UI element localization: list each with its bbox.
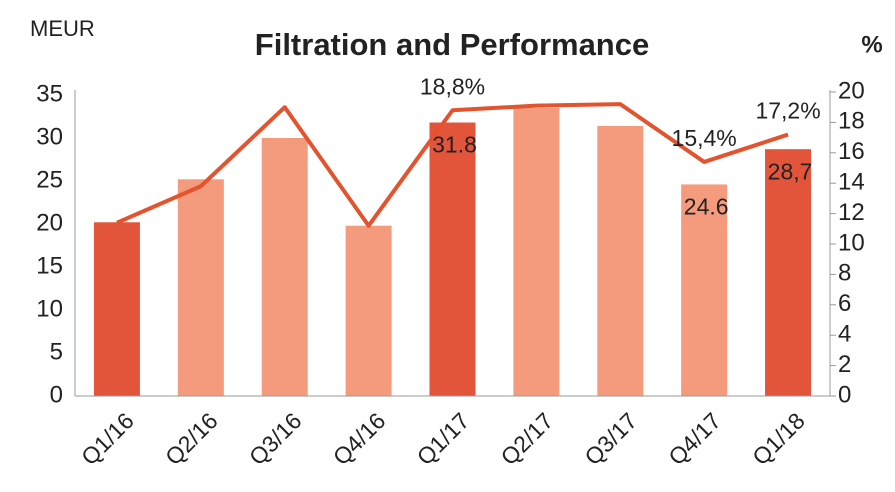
x-tick-label: Q4/17 (663, 407, 726, 470)
y-tick-label: 0 (50, 381, 63, 408)
y2-tick-label: 0 (838, 381, 851, 408)
y-tick-label: 20 (36, 209, 63, 236)
bar-value-label: 28,7 (768, 158, 813, 184)
y-tick-label: 5 (50, 338, 63, 365)
chart-title: Filtration and Performance (255, 27, 649, 62)
bar (513, 107, 560, 397)
y-tick-label: 25 (36, 166, 63, 193)
x-tick-label: Q3/17 (579, 407, 642, 470)
x-tick-label: Q3/16 (244, 407, 307, 470)
line-value-label: 17,2% (755, 98, 820, 124)
y-tick-label: 15 (36, 252, 63, 279)
bar (597, 125, 644, 397)
y2-tick-label: 14 (838, 169, 865, 196)
bar (93, 222, 140, 396)
y2-tick-label: 8 (838, 260, 851, 287)
y2-tick-label: 16 (838, 138, 865, 165)
y-tick-label: 10 (36, 295, 63, 322)
y2-tick-label: 4 (838, 321, 851, 348)
bar (177, 179, 224, 396)
y2-axis-label: % (861, 31, 882, 58)
bar (345, 225, 392, 396)
x-tick-label: Q1/17 (412, 407, 475, 470)
y-tick-label: 30 (36, 123, 63, 150)
x-tick-label: Q2/17 (496, 407, 559, 470)
y2-tick-label: 6 (838, 290, 851, 317)
bar (765, 149, 812, 396)
y2-tick-label: 10 (838, 229, 865, 256)
bar (681, 184, 728, 396)
y2-tick-label: 20 (838, 77, 865, 104)
line-value-label: 15,4% (672, 125, 737, 151)
bar-value-label: 24.6 (684, 194, 729, 220)
y2-tick-label: 12 (838, 199, 865, 226)
y-tick-label: 35 (36, 80, 63, 107)
y2-tick-label: 2 (838, 351, 851, 378)
line-value-label: 18,8% (420, 73, 485, 99)
x-tick-label: Q1/18 (747, 407, 810, 470)
x-tick-label: Q1/16 (76, 407, 139, 470)
x-tick-label: Q2/16 (160, 407, 223, 470)
y2-tick-label: 18 (838, 108, 865, 135)
bar (261, 138, 308, 396)
bar-value-label: 31.8 (432, 132, 477, 158)
x-tick-label: Q4/16 (328, 407, 391, 470)
y-axis-label: MEUR (30, 16, 95, 41)
line (116, 102, 789, 228)
bar (429, 122, 476, 397)
